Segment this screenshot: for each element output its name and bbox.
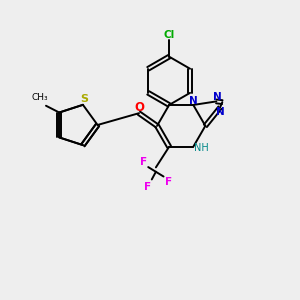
Text: N: N: [189, 96, 198, 106]
Text: F: F: [140, 157, 147, 167]
Text: O: O: [134, 101, 144, 114]
Text: Cl: Cl: [164, 30, 175, 40]
Text: F: F: [144, 182, 152, 192]
Text: N: N: [213, 92, 222, 102]
Text: S: S: [80, 94, 88, 104]
Text: NH: NH: [194, 143, 209, 153]
Text: N: N: [217, 107, 225, 117]
Text: CH₃: CH₃: [32, 93, 48, 102]
Text: F: F: [165, 177, 172, 187]
